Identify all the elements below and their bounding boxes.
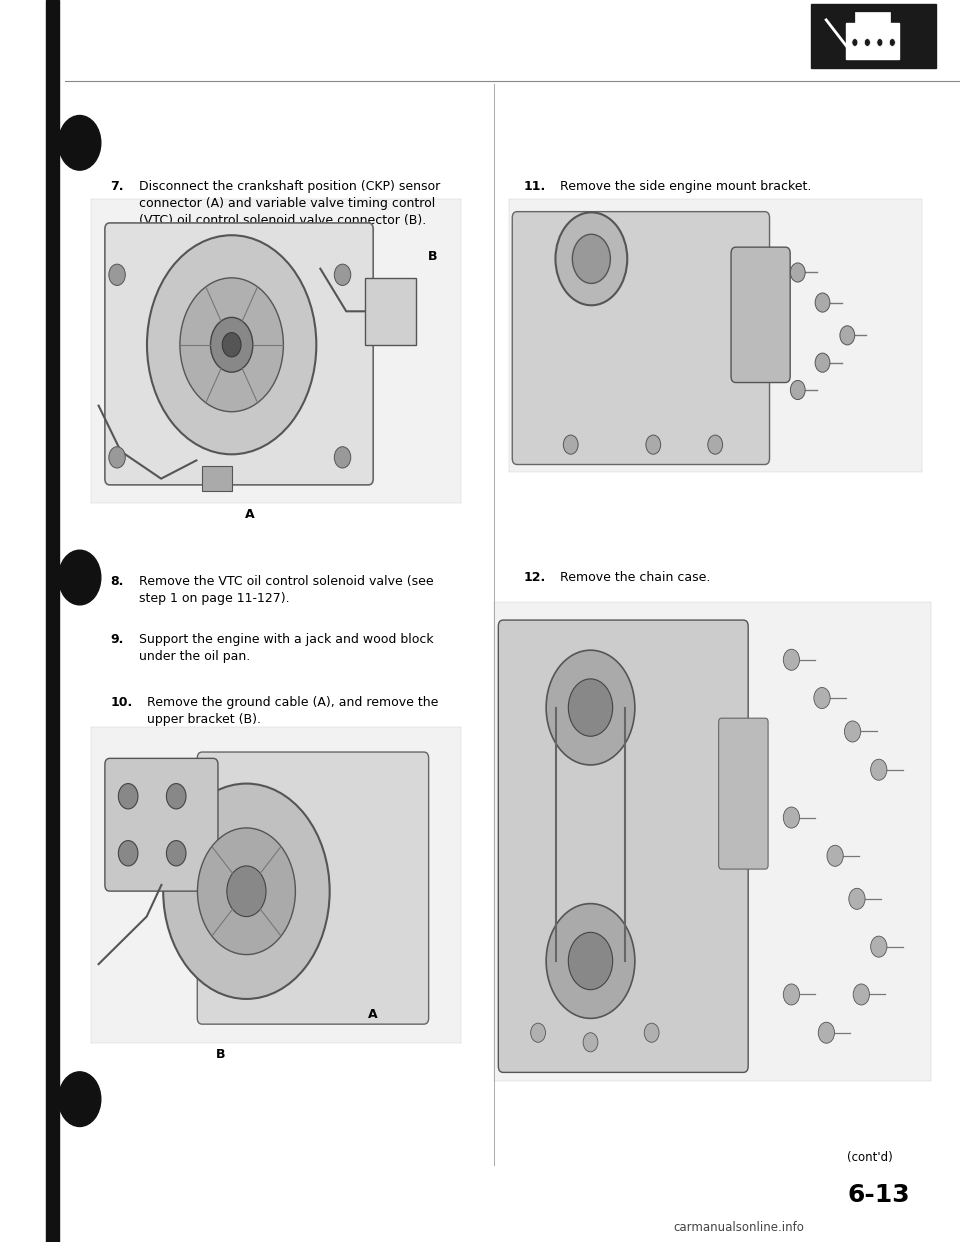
Text: 11.: 11. <box>523 180 545 193</box>
Bar <box>202 467 231 491</box>
Circle shape <box>864 39 871 46</box>
Circle shape <box>572 235 611 283</box>
FancyBboxPatch shape <box>719 718 768 869</box>
FancyBboxPatch shape <box>105 759 218 892</box>
Text: A: A <box>369 1009 378 1021</box>
FancyBboxPatch shape <box>105 224 373 484</box>
Circle shape <box>546 904 635 1018</box>
Circle shape <box>783 807 800 828</box>
Circle shape <box>644 1023 660 1042</box>
Circle shape <box>334 265 350 286</box>
Circle shape <box>815 353 829 373</box>
Circle shape <box>147 235 317 455</box>
Circle shape <box>118 841 138 866</box>
Bar <box>91 199 461 503</box>
Bar <box>494 602 931 1081</box>
Circle shape <box>108 447 126 468</box>
Bar <box>46 0 59 1242</box>
Text: 6-13: 6-13 <box>847 1182 910 1207</box>
FancyBboxPatch shape <box>498 620 748 1072</box>
Circle shape <box>783 984 800 1005</box>
FancyBboxPatch shape <box>513 211 770 465</box>
Circle shape <box>790 380 805 400</box>
Text: Remove the VTC oil control solenoid valve (see
step 1 on page 11-127).: Remove the VTC oil control solenoid valv… <box>139 575 434 605</box>
Circle shape <box>849 888 865 909</box>
Bar <box>509 199 922 472</box>
Circle shape <box>118 784 138 809</box>
Circle shape <box>568 679 612 737</box>
Circle shape <box>818 1022 834 1043</box>
Circle shape <box>531 1023 545 1042</box>
Text: 12.: 12. <box>523 571 545 584</box>
Text: Support the engine with a jack and wood block
under the oil pan.: Support the engine with a jack and wood … <box>139 633 434 663</box>
FancyBboxPatch shape <box>198 753 428 1025</box>
Text: 8.: 8. <box>110 575 124 587</box>
Circle shape <box>568 933 612 990</box>
Circle shape <box>583 1033 598 1052</box>
Circle shape <box>564 435 578 455</box>
Circle shape <box>556 212 627 306</box>
Bar <box>854 12 890 26</box>
Circle shape <box>198 828 296 955</box>
Text: 9.: 9. <box>110 633 124 646</box>
Bar <box>365 278 417 345</box>
Text: Remove the chain case.: Remove the chain case. <box>560 571 710 584</box>
FancyBboxPatch shape <box>732 247 790 383</box>
Text: carmanualsonline.info: carmanualsonline.info <box>674 1221 804 1233</box>
Text: Disconnect the crankshaft position (CKP) sensor
connector (A) and variable valve: Disconnect the crankshaft position (CKP)… <box>139 180 441 227</box>
Circle shape <box>853 984 870 1005</box>
Text: Remove the ground cable (A), and remove the
upper bracket (B).: Remove the ground cable (A), and remove … <box>147 696 439 725</box>
Bar <box>846 24 899 58</box>
Circle shape <box>227 866 266 917</box>
Circle shape <box>871 759 887 780</box>
Circle shape <box>889 39 896 46</box>
Circle shape <box>223 333 241 356</box>
Text: (cont'd): (cont'd) <box>847 1151 893 1164</box>
Circle shape <box>790 263 805 282</box>
Bar <box>811 4 936 68</box>
Bar <box>91 727 461 1043</box>
Circle shape <box>59 550 101 605</box>
Circle shape <box>827 846 843 867</box>
Circle shape <box>646 435 660 455</box>
Circle shape <box>845 720 861 741</box>
Circle shape <box>108 265 126 286</box>
Circle shape <box>166 841 186 866</box>
Circle shape <box>163 784 329 999</box>
Circle shape <box>814 688 830 708</box>
Circle shape <box>166 784 186 809</box>
Circle shape <box>876 39 883 46</box>
Circle shape <box>210 318 252 373</box>
Text: A: A <box>246 508 255 520</box>
Circle shape <box>783 650 800 671</box>
Circle shape <box>59 116 101 170</box>
Text: Remove the side engine mount bracket.: Remove the side engine mount bracket. <box>560 180 811 193</box>
Circle shape <box>546 651 635 765</box>
Circle shape <box>840 325 854 345</box>
Circle shape <box>708 435 723 455</box>
Text: B: B <box>216 1048 226 1061</box>
Circle shape <box>334 447 350 468</box>
Circle shape <box>815 293 829 312</box>
Circle shape <box>852 39 858 46</box>
Circle shape <box>180 278 283 412</box>
Text: 10.: 10. <box>110 696 132 708</box>
Text: 7.: 7. <box>110 180 124 193</box>
Circle shape <box>871 936 887 958</box>
Text: B: B <box>427 250 437 262</box>
Circle shape <box>59 1072 101 1126</box>
